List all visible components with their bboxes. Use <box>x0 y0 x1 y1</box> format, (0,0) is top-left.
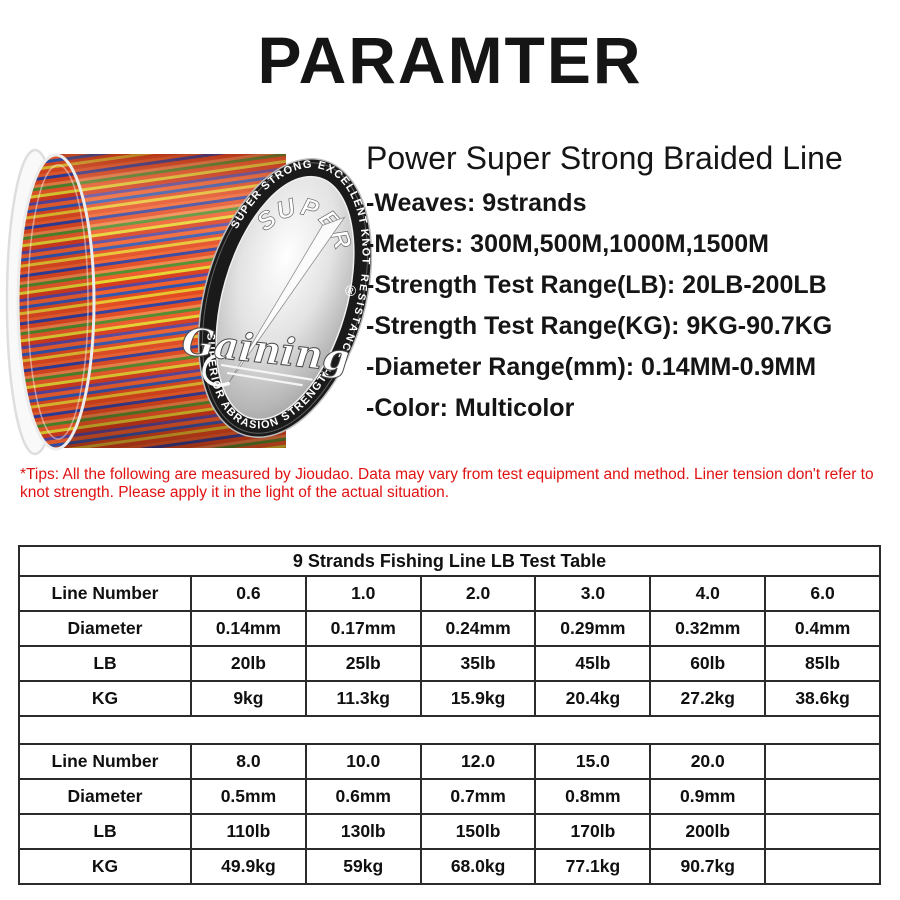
table-cell: 85lb <box>764 645 881 682</box>
table-cell: 20.0 <box>649 743 767 780</box>
table-cell: 0.14mm <box>190 610 307 647</box>
table-cell: 0.5mm <box>190 778 307 815</box>
row-label: KG <box>18 680 192 717</box>
table-cell: 0.24mm <box>419 610 537 647</box>
spec-meters: -Meters: 300M,500M,1000M,1500M <box>366 230 769 258</box>
table-cell: 0.7mm <box>419 778 537 815</box>
table-row: Diameter 0.14mm 0.17mm 0.24mm 0.29mm 0.3… <box>18 610 881 647</box>
table-cell: 6.0 <box>764 575 881 612</box>
table-title: 9 Strands Fishing Line LB Test Table <box>18 545 881 577</box>
row-label: LB <box>18 645 192 682</box>
table-row: LB 20lb 25lb 35lb 45lb 60lb 85lb <box>18 645 881 682</box>
table-row: Diameter 0.5mm 0.6mm 0.7mm 0.8mm 0.9mm <box>18 778 881 815</box>
row-label: Diameter <box>18 610 192 647</box>
table-cell: 77.1kg <box>534 848 652 885</box>
table-cell: 1.0 <box>304 575 422 612</box>
table-cell: 68.0kg <box>419 848 537 885</box>
registered-mark: ® <box>343 282 358 301</box>
table-row: Line Number 8.0 10.0 12.0 15.0 20.0 <box>18 743 881 780</box>
table-cell: 35lb <box>419 645 537 682</box>
table-cell: 59kg <box>304 848 422 885</box>
table-cell: 9kg <box>190 680 307 717</box>
table-cell <box>764 778 881 815</box>
row-label: KG <box>18 848 192 885</box>
table-cell: 25lb <box>304 645 422 682</box>
table-cell: 0.4mm <box>764 610 881 647</box>
table-cell: 38.6kg <box>764 680 881 717</box>
table-cell: 0.9mm <box>649 778 767 815</box>
table-title-row: 9 Strands Fishing Line LB Test Table <box>18 545 881 577</box>
row-label: Diameter <box>18 778 192 815</box>
row-label: Line Number <box>18 575 192 612</box>
hook-logo-icon <box>202 216 346 387</box>
table-cell: 200lb <box>649 813 767 850</box>
table-cell: 130lb <box>304 813 422 850</box>
table-cell: 150lb <box>419 813 537 850</box>
table-cell: 0.29mm <box>534 610 652 647</box>
page-title: PARAMTER <box>257 23 643 97</box>
spec-strength-kg: -Strength Test Range(KG): 9KG-90.7KG <box>366 312 833 340</box>
test-table: 9 Strands Fishing Line LB Test Table Lin… <box>18 545 881 885</box>
table-row: LB 110lb 130lb 150lb 170lb 200lb <box>18 813 881 850</box>
spec-color: -Color: Multicolor <box>366 394 575 422</box>
table-cell: 45lb <box>534 645 652 682</box>
table-cell: 49.9kg <box>190 848 307 885</box>
table-cell: 3.0 <box>534 575 652 612</box>
table-cell: 0.6mm <box>304 778 422 815</box>
table-cell: 10.0 <box>304 743 422 780</box>
table-cell: 8.0 <box>190 743 307 780</box>
table-cell: 2.0 <box>419 575 537 612</box>
table-cell: 4.0 <box>649 575 767 612</box>
row-label: LB <box>18 813 192 850</box>
table-cell: 12.0 <box>419 743 537 780</box>
table-cell: 170lb <box>534 813 652 850</box>
table-row: KG 49.9kg 59kg 68.0kg 77.1kg 90.7kg <box>18 848 881 885</box>
table-row: KG 9kg 11.3kg 15.9kg 20.4kg 27.2kg 38.6k… <box>18 680 881 717</box>
table-cell: 90.7kg <box>649 848 767 885</box>
spec-weaves: -Weaves: 9strands <box>366 189 587 217</box>
table-cell: 0.6 <box>190 575 307 612</box>
table-spacer-cell <box>18 715 881 745</box>
table-cell: 110lb <box>190 813 307 850</box>
table-cell: 20.4kg <box>534 680 652 717</box>
table-cell: 15.9kg <box>419 680 537 717</box>
spool-illustration: SUPER STRONG EXCELLENT KNOT RESISTANCE S… <box>5 140 396 456</box>
brand-underline <box>220 363 313 387</box>
table-cell: 20lb <box>190 645 307 682</box>
table-spacer-row <box>18 715 881 745</box>
table-cell: 27.2kg <box>649 680 767 717</box>
table-cell: 0.32mm <box>649 610 767 647</box>
table-cell: 0.8mm <box>534 778 652 815</box>
spec-strength-lb: -Strength Test Range(LB): 20LB-200LB <box>366 271 827 299</box>
product-info: Power Super Strong Braided Line -Weaves:… <box>366 140 898 437</box>
table-cell <box>764 813 881 850</box>
table-cell <box>764 743 881 780</box>
tips-note: *Tips: All the following are measured by… <box>20 466 874 501</box>
product-heading: Power Super Strong Braided Line <box>366 140 843 176</box>
table-cell: 60lb <box>649 645 767 682</box>
table-cell: 0.17mm <box>304 610 422 647</box>
spec-diameter: -Diameter Range(mm): 0.14MM-0.9MM <box>366 353 817 381</box>
table-cell: 11.3kg <box>304 680 422 717</box>
table-cell <box>764 848 881 885</box>
table-row: Line Number 0.6 1.0 2.0 3.0 4.0 6.0 <box>18 575 881 612</box>
spool-photo: SUPER STRONG EXCELLENT KNOT RESISTANCE S… <box>2 128 396 463</box>
row-label: Line Number <box>18 743 192 780</box>
table-cell: 15.0 <box>534 743 652 780</box>
